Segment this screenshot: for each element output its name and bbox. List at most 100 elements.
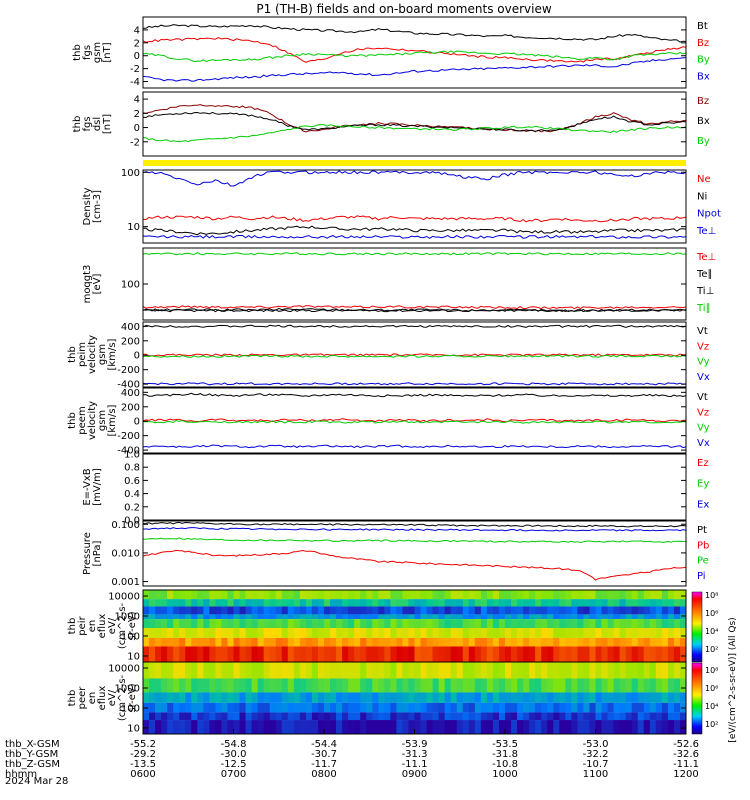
heatmap-cell (245, 628, 252, 638)
x-axis-value: 1000 (492, 769, 517, 780)
heatmap-cell (655, 599, 663, 607)
heatmap-cell (149, 646, 156, 662)
heatmap-cell (342, 646, 349, 662)
heatmap-cell (517, 702, 524, 713)
heatmap-cell (637, 646, 645, 662)
x-axis-value: -55.2 (130, 739, 156, 750)
legend-By: By (697, 55, 710, 66)
heatmap-cell (372, 702, 379, 713)
heatmap-cell (438, 692, 446, 703)
heatmap-cell (185, 599, 192, 607)
heatmap-cell (191, 614, 198, 620)
heatmap-cell (348, 646, 355, 662)
heatmap-cell (167, 712, 174, 721)
heatmap-cell (251, 646, 259, 662)
heatmap-cell (173, 678, 180, 693)
heatmap-cell (468, 590, 476, 600)
heatmap-cell (679, 637, 687, 647)
heatmap-cell (559, 619, 566, 629)
heatmap-cell (239, 590, 246, 600)
heatmap-cell (311, 590, 319, 600)
heatmap-cell (209, 628, 216, 638)
heatmap-cell (414, 712, 421, 721)
heatmap-cell (402, 678, 409, 693)
y-axis-label: thb (67, 346, 78, 363)
heatmap-cell (173, 606, 180, 615)
heatmap-cell (474, 628, 482, 638)
legend-Vz: Vz (697, 407, 709, 418)
heatmap-cell (173, 712, 180, 721)
legend-Ti: Ti∥ (696, 303, 711, 314)
heatmap-cell (209, 692, 216, 703)
heatmap-cell (535, 614, 542, 620)
heatmap-cell (649, 692, 657, 703)
heatmap-cell (529, 599, 536, 607)
heatmap-cell (221, 662, 228, 679)
heatmap-cell (366, 606, 373, 615)
heatmap-cell (197, 614, 204, 620)
heatmap-cell (299, 720, 307, 734)
heatmap-cell (257, 614, 265, 620)
panel-frame (142, 247, 687, 321)
heatmap-cell (143, 590, 150, 600)
heatmap-cell (197, 720, 204, 734)
heatmap-cell (378, 637, 385, 647)
heatmap-cell (432, 712, 440, 721)
colorbar-label: [eV/(cm^2-s-sr-eV)] (All Qs) (728, 617, 738, 742)
heatmap-cell (185, 720, 192, 734)
heatmap-cell (251, 702, 259, 713)
heatmap-cell (438, 619, 446, 629)
panel-peem_velocity: -400 -200 0 200 400 thb peem velocity gsm [km/s] V… (67, 387, 710, 457)
figure-title: P1 (TH-B) fields and on-board moments ov… (256, 2, 552, 16)
x-axis-value: 0600 (130, 769, 155, 780)
heatmap-cell (583, 637, 590, 647)
heatmap-cell (474, 599, 482, 607)
heatmap-cell (595, 678, 602, 693)
heatmap-cell (595, 590, 602, 600)
heatmap-cell (426, 646, 433, 662)
heatmap-cell (275, 628, 283, 638)
heatmap-cell (408, 614, 415, 620)
heatmap-cell (317, 712, 325, 721)
heatmap-cell (263, 678, 271, 693)
heatmap-cell (263, 599, 271, 607)
heatmap-cell (492, 692, 500, 703)
y-axis-label: dsl (92, 117, 103, 131)
heatmap-cell (595, 614, 602, 620)
heatmap-cell (378, 692, 385, 703)
heatmap-cell (517, 619, 524, 629)
heatmap-cell (173, 646, 180, 662)
heatmap-cell (613, 599, 621, 607)
heatmap-cell (438, 662, 446, 679)
y-axis-label: peem (77, 406, 88, 434)
heatmap-cell (456, 646, 464, 662)
heatmap-cell (390, 614, 397, 620)
heatmap-cell (414, 692, 421, 703)
heatmap-cell (456, 678, 464, 693)
heatmap-cell (535, 606, 542, 615)
heatmap-cell (287, 720, 295, 734)
heatmap-cell (342, 692, 349, 703)
heatmap-cell (601, 720, 608, 734)
heatmap-cell (517, 662, 524, 679)
heatmap-cell (625, 628, 633, 638)
heatmap-cell (209, 662, 216, 679)
heatmap-cell (583, 614, 590, 620)
heatmap-cell (462, 606, 470, 615)
heatmap-cell (269, 606, 277, 615)
heatmap-cell (215, 599, 222, 607)
heatmap-cell (432, 590, 440, 600)
heatmap-cell (559, 590, 566, 600)
y-tick-label: 0.010 (111, 548, 140, 559)
heatmap-cell (637, 720, 645, 734)
heatmap-cell (245, 692, 252, 703)
heatmap-cell (317, 614, 325, 620)
heatmap-cell (529, 712, 536, 721)
heatmap-cell (324, 646, 331, 662)
series-Vt-line (142, 392, 687, 398)
heatmap-cell (348, 606, 355, 615)
heatmap-cell (251, 628, 259, 638)
heatmap-cell (354, 606, 361, 615)
heatmap-cell (601, 637, 608, 647)
heatmap-cell (553, 637, 560, 647)
